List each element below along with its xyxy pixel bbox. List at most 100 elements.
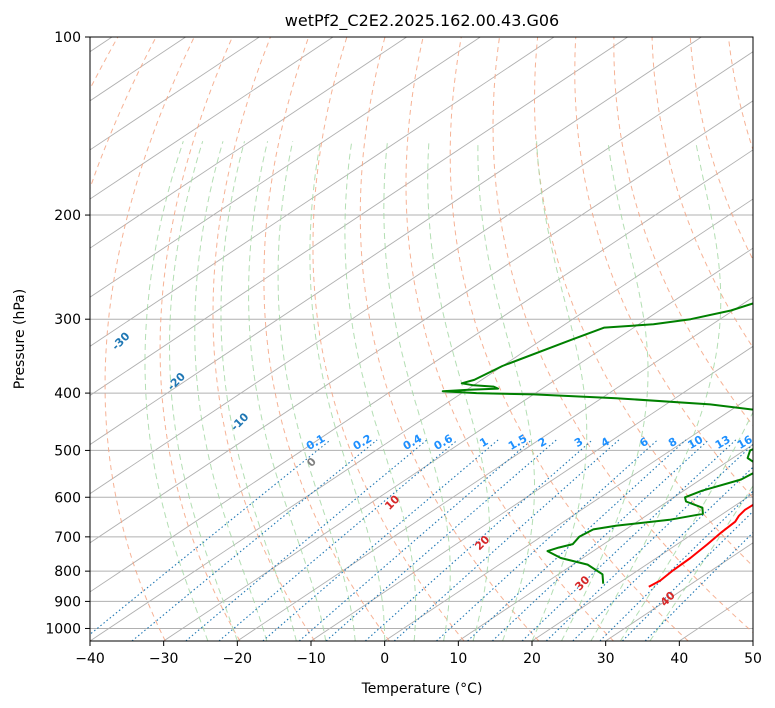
isotherm-line bbox=[90, 37, 334, 200]
moist-adiabat-line bbox=[590, 141, 722, 641]
isotherm-line bbox=[90, 37, 555, 347]
y-tick-label: 600 bbox=[54, 490, 81, 506]
dry-adiabat-line bbox=[212, 37, 316, 641]
isotherm-line bbox=[90, 37, 702, 446]
dry-adiabat-line bbox=[104, 37, 195, 641]
x-tick-label: −30 bbox=[149, 651, 179, 667]
moist-adiabat-line bbox=[344, 141, 417, 641]
isotherm-line bbox=[90, 100, 753, 544]
moist-adiabat-line bbox=[477, 141, 535, 641]
chart-title: wetPf2_C2E2.2025.162.00.43.G06 bbox=[285, 11, 559, 31]
mixing-ratio-label: 6 bbox=[638, 435, 651, 450]
moist-adiabat-line bbox=[220, 141, 297, 641]
isotherm-line bbox=[237, 296, 753, 641]
mixing-ratio-label: 20 bbox=[759, 433, 775, 452]
mixing-ratio-line bbox=[599, 490, 753, 641]
isotherm-line bbox=[310, 345, 753, 641]
isotherm-line bbox=[90, 37, 407, 249]
y-tick-label: 800 bbox=[54, 564, 81, 580]
dry-adiabat-line bbox=[651, 37, 753, 349]
dry-adiabat-line bbox=[90, 37, 157, 641]
mixing-ratio-line bbox=[393, 439, 620, 641]
y-tick-label: 500 bbox=[54, 443, 81, 459]
mixing-ratio-line bbox=[218, 439, 458, 641]
mixing-ratio-line bbox=[185, 439, 428, 641]
x-tick-label: 20 bbox=[523, 651, 541, 667]
moist-adiabat-line bbox=[619, 410, 753, 641]
isotherm-line bbox=[90, 37, 481, 298]
dry-adiabat-label: -50 bbox=[20, 249, 43, 272]
dry-adiabat-line bbox=[449, 37, 689, 641]
y-axis-title: Pressure (hPa) bbox=[12, 289, 28, 389]
mixing-ratio-line bbox=[521, 439, 737, 641]
mixing-ratio-line bbox=[90, 439, 331, 636]
isotherm-line bbox=[752, 640, 753, 641]
moist-adiabats bbox=[144, 141, 753, 641]
mixing-ratio-lines bbox=[90, 439, 753, 641]
dry-adiabat-line bbox=[727, 37, 753, 152]
plot-area: 0.10.20.40.611.52346810131620253036-100-… bbox=[20, 37, 775, 641]
moist-adiabat-line bbox=[194, 141, 268, 641]
dry-adiabat-line bbox=[492, 37, 753, 634]
moist-adiabat-line bbox=[169, 141, 238, 641]
isotherm-line bbox=[90, 149, 753, 593]
mixing-ratio-label: 0.6 bbox=[432, 432, 456, 453]
dry-adiabat-line bbox=[359, 37, 540, 641]
moist-adiabat-line bbox=[561, 141, 649, 641]
profiles bbox=[441, 302, 753, 588]
mixing-ratio-line bbox=[436, 439, 658, 641]
moist-adiabat-line bbox=[277, 141, 356, 641]
dry-adiabats bbox=[90, 37, 753, 641]
mixing-ratio-line bbox=[325, 439, 557, 641]
mixing-ratio-line bbox=[622, 510, 753, 641]
dry-adiabat-line bbox=[533, 37, 753, 567]
isotherm-line bbox=[90, 37, 628, 396]
y-tick-label: 1000 bbox=[45, 621, 81, 637]
dry-adiabat-label: 30 bbox=[572, 573, 592, 593]
mixing-ratio-line bbox=[131, 439, 378, 641]
isotherm-line bbox=[90, 51, 753, 495]
y-tick-label: 900 bbox=[54, 594, 81, 610]
x-tick-label: 0 bbox=[380, 651, 389, 667]
x-tick-label: −10 bbox=[296, 651, 326, 667]
mixing-ratio-label: 1.5 bbox=[506, 432, 529, 453]
isotherm-line bbox=[531, 493, 753, 641]
mixing-ratio-label: 16 bbox=[735, 433, 755, 452]
mixing-ratio-label: 0.2 bbox=[351, 432, 374, 453]
dry-adiabat-label: 40 bbox=[658, 589, 678, 609]
dry-adiabat-line bbox=[613, 37, 753, 427]
isotherm-line bbox=[90, 37, 260, 151]
plot-frame bbox=[89, 36, 754, 642]
mixing-ratio-line bbox=[364, 439, 593, 641]
isotherm-line bbox=[384, 394, 753, 641]
mixing-ratio-line bbox=[572, 466, 753, 641]
dry-adiabat-label: 20 bbox=[472, 533, 492, 553]
moist-adiabat-line bbox=[144, 141, 209, 641]
y-tick-label: 400 bbox=[54, 386, 81, 402]
x-axis-title: Temperature (°C) bbox=[361, 681, 483, 697]
isotherm-line bbox=[90, 198, 753, 641]
isotherm-line bbox=[163, 247, 753, 641]
x-tick-label: 10 bbox=[449, 651, 467, 667]
x-tick-label: 50 bbox=[744, 651, 762, 667]
temperature-profile bbox=[648, 503, 753, 588]
moist-adiabat-line bbox=[649, 485, 753, 641]
y-tick-label: 700 bbox=[54, 530, 81, 546]
dry-adiabat-line bbox=[405, 37, 614, 641]
dry-adiabat-label: -30 bbox=[109, 329, 132, 352]
dry-adiabat-line bbox=[159, 37, 241, 641]
dry-adiabat-label: -40 bbox=[61, 289, 84, 312]
dry-adiabat-label: -10 bbox=[228, 410, 251, 433]
isoline-labels: 0.10.20.40.611.52346810131620253036-100-… bbox=[20, 249, 775, 609]
dry-adiabat-label: 10 bbox=[382, 492, 402, 512]
mixing-ratio-label: 13 bbox=[713, 433, 733, 452]
mixing-ratio-line bbox=[298, 439, 533, 641]
mixing-ratio-label: 2 bbox=[536, 435, 549, 450]
isotherm-line bbox=[458, 444, 753, 641]
x-tick-label: 30 bbox=[597, 651, 615, 667]
x-tick-label: −40 bbox=[75, 651, 105, 667]
moist-adiabat-line bbox=[248, 141, 327, 641]
y-tick-label: 100 bbox=[54, 30, 81, 46]
y-tick-label: 300 bbox=[54, 312, 81, 328]
